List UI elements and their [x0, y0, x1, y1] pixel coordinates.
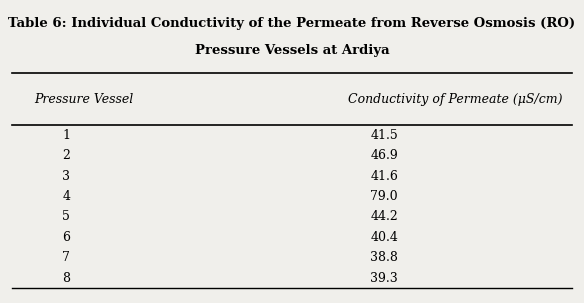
Text: 4: 4: [62, 190, 70, 203]
Text: 6: 6: [62, 231, 70, 244]
Text: 3: 3: [62, 170, 70, 183]
Text: 44.2: 44.2: [370, 211, 398, 223]
Text: 41.6: 41.6: [370, 170, 398, 183]
Text: 79.0: 79.0: [370, 190, 398, 203]
Text: Pressure Vessels at Ardiya: Pressure Vessels at Ardiya: [194, 44, 390, 57]
Text: 40.4: 40.4: [370, 231, 398, 244]
Text: Conductivity of Permeate (μS/cm): Conductivity of Permeate (μS/cm): [348, 93, 562, 106]
Text: 1: 1: [62, 129, 70, 142]
Text: 38.8: 38.8: [370, 251, 398, 264]
Text: Table 6: Individual Conductivity of the Permeate from Reverse Osmosis (RO): Table 6: Individual Conductivity of the …: [8, 17, 576, 30]
Text: 2: 2: [62, 149, 70, 162]
Text: Pressure Vessel: Pressure Vessel: [34, 93, 133, 106]
Text: 41.5: 41.5: [370, 129, 398, 142]
Text: 39.3: 39.3: [370, 271, 398, 285]
Text: 8: 8: [62, 271, 70, 285]
Text: 5: 5: [62, 211, 70, 223]
Text: 46.9: 46.9: [370, 149, 398, 162]
Text: 7: 7: [62, 251, 70, 264]
